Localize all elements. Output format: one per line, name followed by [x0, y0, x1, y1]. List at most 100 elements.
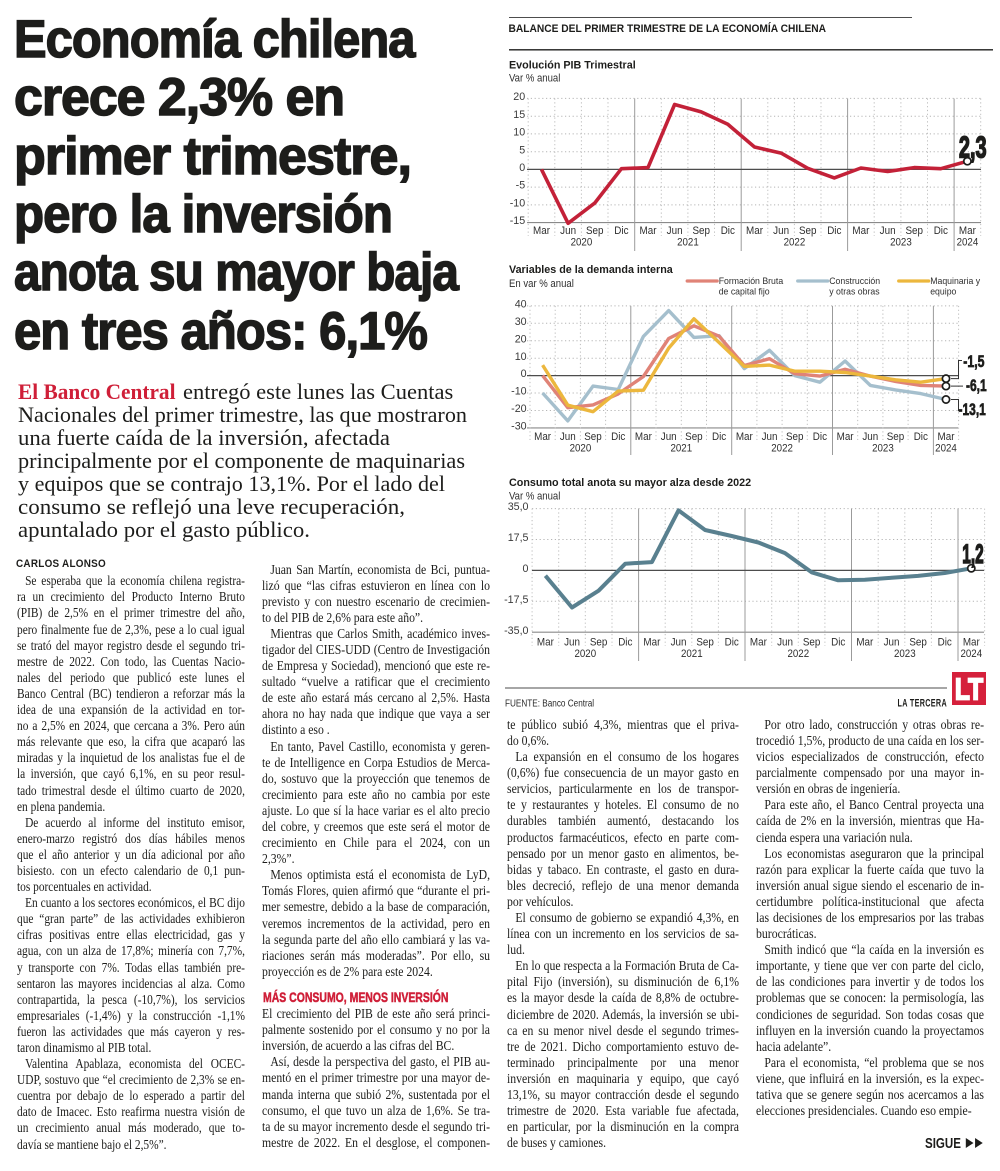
svg-text:Mar: Mar — [856, 637, 874, 648]
svg-text:Sep: Sep — [799, 226, 817, 237]
svg-text:2021: 2021 — [670, 443, 692, 454]
svg-text:BALANCE DEL PRIMER TRIMESTRE D: BALANCE DEL PRIMER TRIMESTRE DE LA ECONO… — [509, 21, 827, 34]
svg-text:2022: 2022 — [784, 237, 806, 248]
svg-text:Sep: Sep — [692, 226, 710, 237]
svg-text:2021: 2021 — [677, 237, 699, 248]
svg-text:10: 10 — [515, 351, 527, 363]
svg-text:10: 10 — [513, 127, 525, 139]
svg-text:Sep: Sep — [586, 226, 604, 237]
svg-text:Jun: Jun — [762, 432, 778, 443]
svg-text:-35,0: -35,0 — [504, 625, 528, 637]
svg-text:FUENTE: Banco Central: FUENTE: Banco Central — [505, 696, 594, 708]
svg-text:-30: -30 — [511, 421, 527, 433]
svg-text:equipo: equipo — [930, 286, 956, 296]
svg-text:Jun: Jun — [560, 226, 576, 237]
svg-text:20: 20 — [513, 91, 525, 103]
svg-text:Mar: Mar — [640, 226, 658, 237]
svg-text:Dic: Dic — [611, 432, 625, 443]
svg-text:Mar: Mar — [938, 432, 956, 443]
svg-text:Jun: Jun — [661, 432, 677, 443]
svg-text:-20: -20 — [511, 403, 527, 415]
svg-text:Dic: Dic — [618, 637, 632, 648]
svg-text:2023: 2023 — [894, 649, 916, 660]
svg-text:Sep: Sep — [887, 432, 905, 443]
svg-text:Dic: Dic — [831, 637, 845, 648]
svg-text:2020: 2020 — [570, 443, 592, 454]
svg-text:Jun: Jun — [671, 637, 687, 648]
svg-text:Mar: Mar — [837, 432, 855, 443]
svg-text:Jun: Jun — [564, 637, 580, 648]
svg-text:35,0: 35,0 — [508, 501, 529, 513]
svg-text:En var % anual: En var % anual — [509, 278, 574, 290]
svg-text:Sep: Sep — [909, 637, 927, 648]
svg-text:2023: 2023 — [872, 443, 894, 454]
svg-text:Dic: Dic — [934, 226, 948, 237]
svg-text:2023: 2023 — [890, 237, 912, 248]
svg-text:Sep: Sep — [584, 432, 602, 443]
svg-text:1,2: 1,2 — [962, 538, 983, 569]
svg-text:Sep: Sep — [786, 432, 804, 443]
svg-text:Variables de la demanda intern: Variables de la demanda interna — [509, 264, 674, 276]
svg-text:Jun: Jun — [862, 432, 878, 443]
svg-text:Mar: Mar — [635, 432, 653, 443]
svg-text:2020: 2020 — [571, 237, 593, 248]
svg-text:0: 0 — [521, 368, 527, 380]
svg-text:2,3: 2,3 — [959, 131, 987, 164]
svg-text:y otras obras: y otras obras — [829, 286, 880, 296]
svg-text:5: 5 — [519, 144, 525, 156]
svg-text:2022: 2022 — [771, 443, 793, 454]
svg-text:Mar: Mar — [537, 637, 555, 648]
svg-text:Dic: Dic — [721, 226, 735, 237]
svg-text:0: 0 — [523, 563, 529, 575]
svg-text:-13,1: -13,1 — [959, 401, 986, 419]
svg-text:Mar: Mar — [746, 226, 764, 237]
svg-text:de capital fijo: de capital fijo — [719, 286, 770, 296]
svg-text:Consumo total anota su mayor a: Consumo total anota su mayor alza desde … — [509, 477, 751, 489]
svg-text:-15: -15 — [510, 215, 526, 227]
svg-text:Dic: Dic — [938, 637, 952, 648]
svg-text:Dic: Dic — [614, 226, 628, 237]
svg-text:Dic: Dic — [712, 432, 726, 443]
svg-text:Sep: Sep — [696, 637, 714, 648]
svg-text:Formación Bruta: Formación Bruta — [719, 275, 784, 285]
svg-text:15: 15 — [513, 109, 525, 121]
svg-text:Var % anual: Var % anual — [509, 491, 560, 503]
svg-text:0: 0 — [519, 162, 525, 174]
svg-text:Jun: Jun — [773, 226, 789, 237]
svg-text:40: 40 — [515, 299, 527, 311]
svg-text:Mar: Mar — [963, 637, 981, 648]
svg-text:Mar: Mar — [750, 637, 768, 648]
svg-text:Dic: Dic — [725, 637, 739, 648]
svg-text:20: 20 — [515, 333, 527, 345]
svg-text:-10: -10 — [511, 386, 527, 398]
svg-text:Sep: Sep — [590, 637, 608, 648]
svg-text:LT: LT — [955, 672, 983, 706]
svg-text:17,5: 17,5 — [508, 532, 529, 544]
svg-text:Sep: Sep — [685, 432, 703, 443]
svg-text:Jun: Jun — [667, 226, 683, 237]
svg-text:2022: 2022 — [787, 649, 809, 660]
svg-text:2024: 2024 — [960, 649, 982, 660]
svg-text:Mar: Mar — [534, 432, 552, 443]
svg-text:Evolución PIB Trimestral: Evolución PIB Trimestral — [509, 59, 636, 71]
svg-text:Construcción: Construcción — [829, 275, 880, 285]
svg-text:Sep: Sep — [803, 637, 821, 648]
svg-text:Jun: Jun — [884, 637, 900, 648]
svg-text:-1,5: -1,5 — [963, 353, 984, 371]
svg-text:LA TERCERA: LA TERCERA — [898, 697, 947, 710]
svg-text:2024: 2024 — [957, 237, 979, 248]
svg-text:2024: 2024 — [935, 443, 957, 454]
svg-text:Var % anual: Var % anual — [509, 73, 560, 85]
svg-text:2021: 2021 — [681, 649, 703, 660]
svg-text:Mar: Mar — [959, 226, 977, 237]
svg-text:Jun: Jun — [880, 226, 896, 237]
svg-text:-10: -10 — [510, 198, 526, 210]
svg-text:Maquinaria y: Maquinaria y — [930, 275, 980, 285]
svg-text:Sep: Sep — [905, 226, 923, 237]
svg-text:Jun: Jun — [777, 637, 793, 648]
svg-text:Dic: Dic — [914, 432, 928, 443]
svg-text:Jun: Jun — [560, 432, 576, 443]
svg-text:Mar: Mar — [533, 226, 551, 237]
svg-text:-6,1: -6,1 — [966, 377, 987, 395]
svg-text:Dic: Dic — [813, 432, 827, 443]
